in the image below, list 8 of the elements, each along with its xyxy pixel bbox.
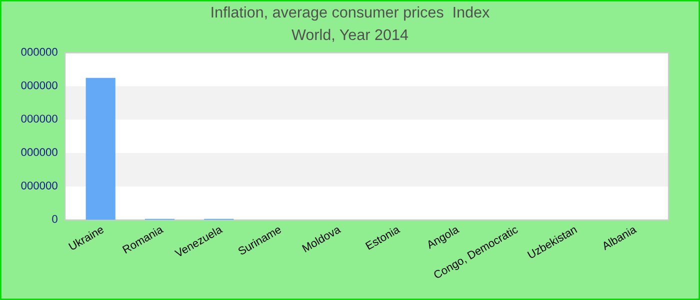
text: 0: [52, 215, 58, 223]
text: 000000: [21, 182, 58, 190]
chart-subtitle: World, Year 2014: [292, 28, 408, 42]
text: 000000: [21, 48, 58, 56]
chart-title: Inflation, average consumer prices Index: [212, 6, 490, 21]
text: 000000: [21, 114, 58, 123]
text: 000000: [21, 148, 58, 156]
text: 000000: [21, 81, 58, 90]
